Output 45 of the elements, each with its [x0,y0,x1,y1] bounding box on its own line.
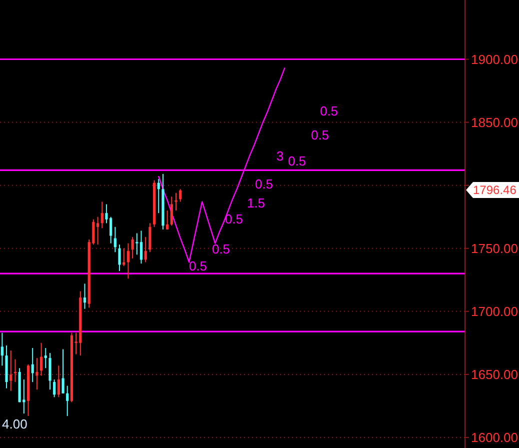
candlestick [100,201,104,229]
annotation: 0.5 [224,212,244,227]
candlestick [114,226,116,253]
annotation: 0.5 [288,154,306,169]
candlestick [122,248,126,267]
annotation: 3 [276,148,284,164]
candlestick [57,365,60,398]
annotation: 0.5 [320,104,338,119]
candlestick [62,348,64,394]
candlestick [166,210,169,230]
text: 1796.46 [473,183,517,198]
candlestick [48,352,52,390]
annotation: 0.5 [254,176,274,192]
candlestick [131,236,134,259]
candlestick [170,196,173,226]
candlestick [44,347,47,369]
candlestick [0,332,4,366]
candlestick [136,232,138,256]
y-tick-label: 1650.00 [471,366,518,382]
annotation: 0.5 [212,242,230,257]
candlestick [126,242,130,280]
annotation: 0.5 [310,128,330,143]
candlestick [31,347,34,383]
y-tick-label: 1900.00 [471,52,518,67]
candlestick [10,350,12,392]
candlestick [144,236,147,263]
candlestick [36,358,38,390]
y-tick-label: 1700.00 [471,304,518,319]
candlestick [40,342,43,376]
y-tick-label: 1850.00 [471,114,518,130]
annotation: 1.5 [246,196,266,211]
annotation: 4.00 [2,416,28,432]
candlestick [83,283,86,310]
y-tick-label: 1600.00 [471,430,518,446]
annotation: 0.5 [188,258,208,274]
candlestick [140,230,143,264]
candlestick [66,385,69,417]
candlestick [157,178,160,214]
candlestick [96,216,100,246]
candlestick [53,378,56,398]
candlestick [174,192,178,212]
candlestick [148,222,152,253]
y-tick-label: 1750.00 [471,240,518,256]
candlestick [179,188,182,202]
candlestick [118,244,121,272]
